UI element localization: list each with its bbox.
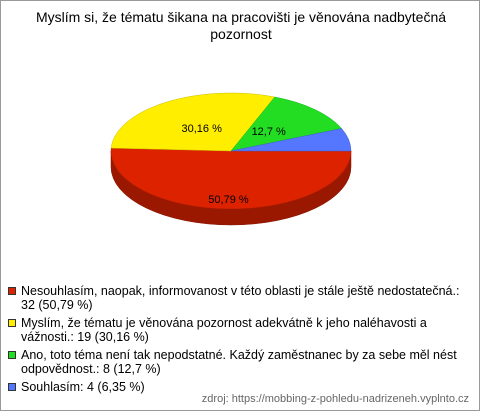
legend: Nesouhlasím, naopak, informovanost v tét…	[8, 284, 468, 398]
slice	[230, 96, 343, 152]
slice	[110, 147, 352, 210]
legend-item: Ano, toto téma není tak nepodstatné. Kaž…	[8, 348, 468, 376]
legend-swatch	[8, 319, 16, 327]
pie-area: 50,79 % 30,16 % 12,7 %	[110, 92, 352, 226]
legend-item: Myslím, že tématu je věnována pozornost …	[8, 316, 468, 344]
chart-title: Myslím si, že tématu šikana na pracovišt…	[35, 9, 447, 42]
legend-label: Myslím, že tématu je věnována pozornost …	[21, 316, 427, 344]
slice-label: 30,16 %	[182, 123, 223, 135]
legend-item: Souhlasím: 4 (6,35 %)	[8, 380, 468, 394]
legend-label: Ano, toto téma není tak nepodstatné. Kaž…	[21, 348, 457, 376]
legend-swatch	[8, 351, 16, 359]
slice-label: 12,7 %	[252, 126, 286, 138]
legend-swatch	[8, 383, 16, 391]
legend-item: Nesouhlasím, naopak, informovanost v tét…	[8, 284, 468, 312]
slice	[110, 92, 276, 152]
legend-label: Nesouhlasím, naopak, informovanost v tét…	[21, 284, 460, 312]
legend-label: Souhlasím: 4 (6,35 %)	[21, 380, 145, 394]
slice	[230, 128, 352, 152]
legend-swatch	[8, 287, 16, 295]
slice-label: 50,79 %	[208, 194, 249, 206]
source: zdroj: https://mobbing-z-pohledu-nadrize…	[201, 393, 469, 405]
